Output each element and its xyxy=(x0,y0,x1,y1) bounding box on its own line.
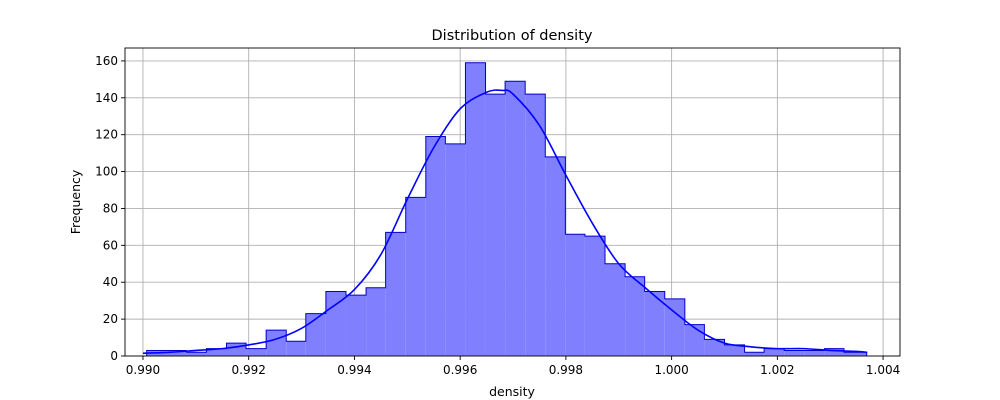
plot-frame xyxy=(124,47,901,357)
histogram-bar xyxy=(644,291,665,356)
histogram-bars xyxy=(146,62,868,357)
histogram-bar xyxy=(226,343,247,356)
y-axis-label: Frequency xyxy=(68,169,83,234)
histogram-bar xyxy=(565,234,585,356)
histogram-bar xyxy=(206,348,227,356)
histogram-bar xyxy=(286,341,306,356)
histogram-bar xyxy=(824,348,844,356)
y-tick-label: 160 xyxy=(95,54,118,68)
x-axis-ticks: 0.990 0.992 0.994 0.996 0.998 1.000 1.002 1.004 xyxy=(126,356,900,377)
histogram-bar xyxy=(385,232,406,356)
x-tick-label: 1.004 xyxy=(866,363,900,377)
histogram-bar xyxy=(445,143,466,356)
histogram-bar xyxy=(465,62,486,357)
histogram-bar xyxy=(584,236,606,356)
histogram-bar xyxy=(405,197,426,356)
x-tick-label: 1.000 xyxy=(654,363,688,377)
histogram-bar xyxy=(784,350,805,356)
y-tick-label: 40 xyxy=(103,275,118,289)
histogram-bar xyxy=(625,276,645,356)
x-tick-label: 0.996 xyxy=(443,363,477,377)
histogram-bar xyxy=(485,94,506,356)
histogram-bar xyxy=(425,136,446,356)
y-axis-ticks: 0 20 40 60 80 100 120 140 160 xyxy=(95,54,125,363)
y-tick-label: 140 xyxy=(95,91,118,105)
x-tick-label: 1.002 xyxy=(760,363,794,377)
histogram-bar xyxy=(664,298,685,356)
histogram-bar xyxy=(186,352,207,356)
kde-curve xyxy=(142,89,868,355)
y-tick-label: 80 xyxy=(103,201,118,215)
y-tick-label: 0 xyxy=(110,349,118,363)
histogram-bar xyxy=(744,352,765,356)
histogram-bar xyxy=(325,291,346,356)
histogram-bar xyxy=(605,263,626,356)
x-tick-label: 0.998 xyxy=(549,363,583,377)
histogram-bar xyxy=(246,348,267,356)
y-tick-label: 100 xyxy=(95,165,118,179)
histogram-bar xyxy=(545,156,566,356)
chart-title: Distribution of density xyxy=(432,28,593,44)
histogram-bar xyxy=(843,352,867,356)
x-tick-label: 0.992 xyxy=(232,363,266,377)
x-axis-label: density xyxy=(489,384,535,399)
y-tick-label: 20 xyxy=(103,312,118,326)
histogram-bar xyxy=(704,339,725,356)
histogram-bar xyxy=(345,295,367,356)
x-tick-label: 0.994 xyxy=(337,363,371,377)
histogram-bar xyxy=(684,324,705,356)
y-tick-label: 120 xyxy=(95,128,118,142)
histogram-bar xyxy=(166,350,187,356)
histogram-bar xyxy=(525,94,546,356)
histogram-bar xyxy=(764,348,785,356)
histogram-bar xyxy=(305,313,326,356)
histogram-bar xyxy=(724,344,745,356)
histogram-bar xyxy=(804,350,825,356)
y-tick-label: 60 xyxy=(103,238,118,252)
histogram-bar xyxy=(366,287,386,356)
histogram-bar xyxy=(505,81,526,356)
x-tick-label: 0.990 xyxy=(126,363,160,377)
histogram-bar xyxy=(266,330,287,356)
